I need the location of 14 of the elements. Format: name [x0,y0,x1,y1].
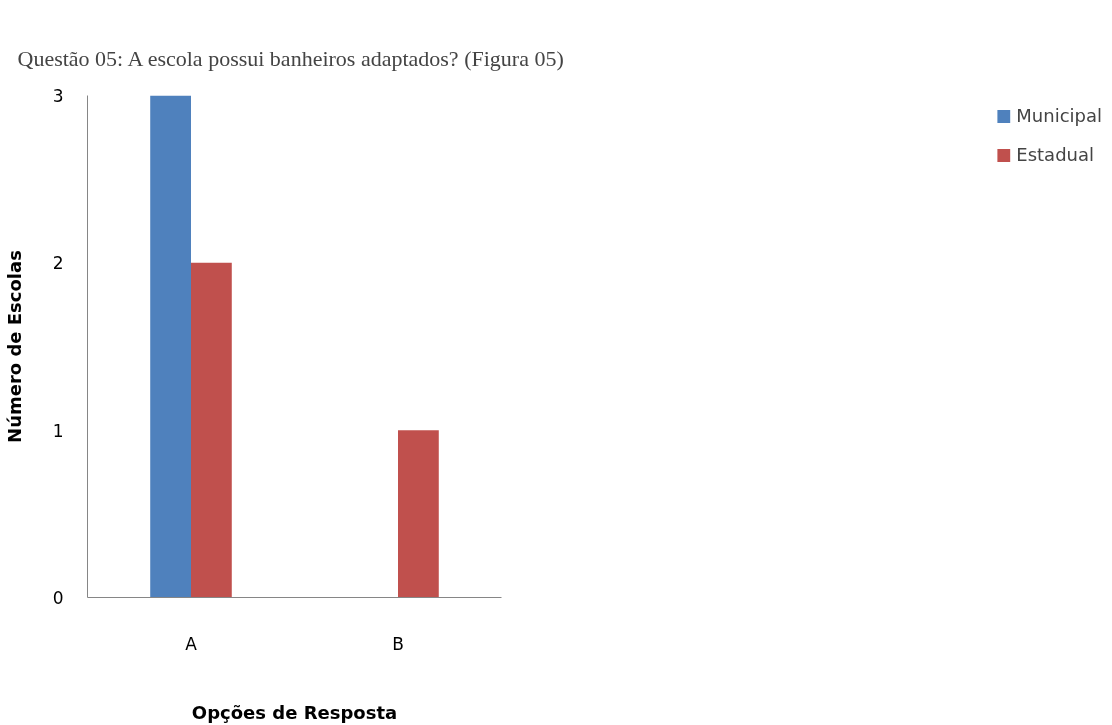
y-tick-label: 1 [52,420,64,441]
x-tick-label: B [392,633,404,654]
chart-title: Questão 05: A escola possui banheiros adaptados? (Figura 05) [17,45,564,71]
x-axis-title: Opções de Resposta [191,701,398,723]
y-axis-title: Número de Escolas [3,250,25,443]
y-tick-label: 0 [52,588,64,608]
y-tick-label: 3 [52,86,64,106]
y-tick-label: 2 [52,253,64,274]
bar [150,95,191,598]
bar [398,430,439,598]
legend-label: Estadual [1016,144,1095,165]
bar [191,262,232,598]
x-tick-label: A [185,633,198,654]
legend-label: Municipal [1016,105,1102,126]
